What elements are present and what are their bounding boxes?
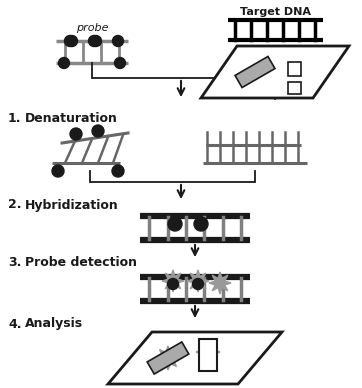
Circle shape	[194, 217, 208, 231]
Polygon shape	[147, 342, 189, 374]
Polygon shape	[156, 346, 180, 370]
Polygon shape	[209, 272, 231, 294]
Text: Target DNA: Target DNA	[240, 7, 311, 17]
Circle shape	[59, 57, 70, 69]
Text: Analysis: Analysis	[25, 317, 83, 331]
Circle shape	[168, 217, 182, 231]
Text: 1.: 1.	[8, 111, 21, 125]
Circle shape	[113, 35, 123, 47]
Polygon shape	[201, 46, 349, 98]
Circle shape	[52, 165, 64, 177]
Text: 2.: 2.	[8, 199, 21, 211]
Text: Hybridization: Hybridization	[25, 199, 119, 211]
Circle shape	[64, 35, 76, 47]
Circle shape	[90, 35, 101, 47]
Circle shape	[193, 279, 203, 289]
Circle shape	[70, 128, 82, 140]
Circle shape	[112, 165, 124, 177]
Circle shape	[114, 57, 126, 69]
Polygon shape	[196, 340, 220, 364]
Text: Probe detection: Probe detection	[25, 256, 137, 270]
Polygon shape	[187, 270, 209, 292]
Text: 4.: 4.	[8, 317, 21, 331]
Text: probe: probe	[76, 23, 108, 33]
Polygon shape	[199, 339, 217, 371]
Polygon shape	[108, 332, 282, 384]
Text: Denaturation: Denaturation	[25, 111, 118, 125]
Polygon shape	[235, 56, 275, 88]
Circle shape	[88, 35, 100, 47]
Polygon shape	[162, 270, 184, 292]
Bar	[288, 82, 301, 94]
Bar	[288, 62, 301, 76]
Circle shape	[92, 125, 104, 137]
Text: 3.: 3.	[8, 256, 21, 270]
Circle shape	[67, 35, 77, 47]
Circle shape	[168, 279, 178, 289]
